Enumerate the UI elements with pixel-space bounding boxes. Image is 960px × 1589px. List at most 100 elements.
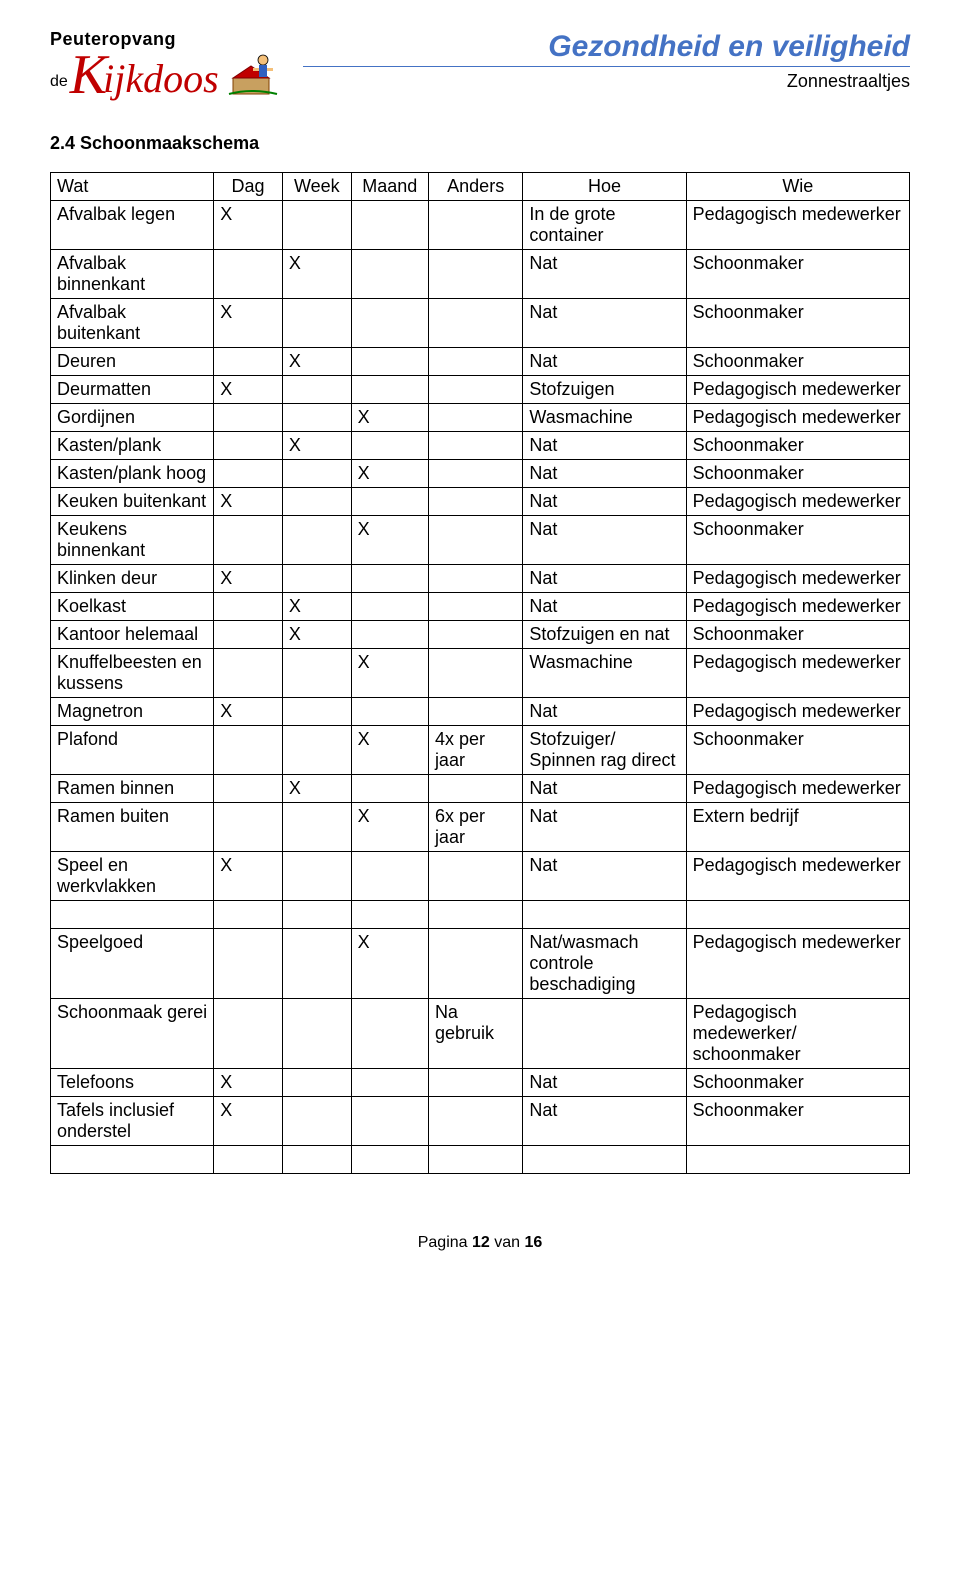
cell-anders xyxy=(428,376,522,404)
cell-wie: Pedagogisch medewerker xyxy=(686,852,909,901)
cell-week xyxy=(282,929,351,999)
cell-wat: Plafond xyxy=(51,726,214,775)
cell-dag xyxy=(214,1146,283,1174)
cell-anders xyxy=(428,488,522,516)
cell-wat xyxy=(51,901,214,929)
cell-anders xyxy=(428,1069,522,1097)
footer-page: 12 xyxy=(472,1234,490,1251)
cell-anders: Na gebruik xyxy=(428,999,522,1069)
cell-week xyxy=(282,726,351,775)
cell-anders xyxy=(428,775,522,803)
footer-middle: van xyxy=(490,1234,525,1251)
cell-wat: Telefoons xyxy=(51,1069,214,1097)
cell-hoe: Nat xyxy=(523,803,686,852)
cell-dag xyxy=(214,250,283,299)
cell-maand xyxy=(351,1097,428,1146)
table-row: Schoonmaak gerei Na gebruik Pedagogisch … xyxy=(51,999,910,1069)
cell-dag xyxy=(214,726,283,775)
cell-anders xyxy=(428,1146,522,1174)
th-maand: Maand xyxy=(351,173,428,201)
cell-week xyxy=(282,201,351,250)
cell-week: X xyxy=(282,432,351,460)
cell-maand xyxy=(351,1069,428,1097)
cell-week xyxy=(282,1069,351,1097)
cell-anders xyxy=(428,593,522,621)
cell-wie: Pedagogisch medewerker xyxy=(686,404,909,432)
table-row: Kasten/plank hoog X NatSchoonmaker xyxy=(51,460,910,488)
cell-maand: X xyxy=(351,649,428,698)
table-row: Afvalbak binnenkant X NatSchoonmaker xyxy=(51,250,910,299)
cell-maand: X xyxy=(351,516,428,565)
cell-dag xyxy=(214,999,283,1069)
table-row: Kasten/plank X NatSchoonmaker xyxy=(51,432,910,460)
cell-wat: Deuren xyxy=(51,348,214,376)
table-row: Speelgoed X Nat/wasmach controle beschad… xyxy=(51,929,910,999)
cell-dag: X xyxy=(214,376,283,404)
cell-anders xyxy=(428,299,522,348)
cell-maand xyxy=(351,201,428,250)
cell-wie: Schoonmaker xyxy=(686,621,909,649)
cell-wie: Pedagogisch medewerker/ schoonmaker xyxy=(686,999,909,1069)
cell-dag: X xyxy=(214,299,283,348)
th-anders: Anders xyxy=(428,173,522,201)
cell-maand: X xyxy=(351,803,428,852)
cell-wat: Ramen buiten xyxy=(51,803,214,852)
cell-maand: X xyxy=(351,929,428,999)
page-footer: Pagina 12 van 16 xyxy=(50,1234,910,1252)
cell-maand xyxy=(351,593,428,621)
table-row: Afvalbak buitenkantX NatSchoonmaker xyxy=(51,299,910,348)
cell-dag xyxy=(214,621,283,649)
th-dag: Dag xyxy=(214,173,283,201)
cell-hoe: Nat xyxy=(523,698,686,726)
cell-maand xyxy=(351,621,428,649)
cell-maand xyxy=(351,488,428,516)
cell-maand: X xyxy=(351,460,428,488)
cell-week xyxy=(282,649,351,698)
cell-hoe: Nat xyxy=(523,593,686,621)
cell-week xyxy=(282,299,351,348)
cell-hoe xyxy=(523,999,686,1069)
table-row: Klinken deurX NatPedagogisch medewerker xyxy=(51,565,910,593)
cell-week xyxy=(282,404,351,432)
page-header: Peuteropvang de K ijkdoos Gezondheid en … xyxy=(50,30,910,98)
cell-dag xyxy=(214,901,283,929)
logo-initial: K xyxy=(70,53,107,98)
footer-total: 16 xyxy=(524,1234,542,1251)
cell-anders: 4x per jaar xyxy=(428,726,522,775)
cell-hoe: Nat xyxy=(523,488,686,516)
cell-dag xyxy=(214,803,283,852)
cell-wie: Schoonmaker xyxy=(686,460,909,488)
table-row: Gordijnen X WasmachinePedagogisch medewe… xyxy=(51,404,910,432)
cell-anders xyxy=(428,901,522,929)
cell-wat: Schoonmaak gerei xyxy=(51,999,214,1069)
cell-week xyxy=(282,698,351,726)
th-hoe: Hoe xyxy=(523,173,686,201)
cell-anders xyxy=(428,649,522,698)
cell-wie: Schoonmaker xyxy=(686,250,909,299)
cell-dag xyxy=(214,404,283,432)
cell-anders xyxy=(428,250,522,299)
cell-maand xyxy=(351,775,428,803)
cell-anders xyxy=(428,201,522,250)
table-row: Keuken buitenkantX NatPedagogisch medewe… xyxy=(51,488,910,516)
table-row: Keukens binnenkant X NatSchoonmaker xyxy=(51,516,910,565)
cell-week: X xyxy=(282,593,351,621)
cell-hoe: Nat xyxy=(523,299,686,348)
cell-wie: Schoonmaker xyxy=(686,299,909,348)
table-row: Afvalbak legenX In de grote containerPed… xyxy=(51,201,910,250)
cell-maand: X xyxy=(351,404,428,432)
cell-wat: Magnetron xyxy=(51,698,214,726)
cell-wie: Pedagogisch medewerker xyxy=(686,698,909,726)
logo-rest: ijkdoos xyxy=(103,63,219,95)
cell-dag: X xyxy=(214,201,283,250)
cell-week xyxy=(282,516,351,565)
cell-wat: Gordijnen xyxy=(51,404,214,432)
logo-line2: de K ijkdoos xyxy=(50,48,283,98)
cell-wat: Tafels inclusief onderstel xyxy=(51,1097,214,1146)
cell-hoe: Nat xyxy=(523,565,686,593)
cell-hoe: Nat xyxy=(523,852,686,901)
cell-hoe: Nat xyxy=(523,1097,686,1146)
cell-hoe: Nat xyxy=(523,348,686,376)
table-row: Speel en werkvlakkenX NatPedagogisch med… xyxy=(51,852,910,901)
cell-maand xyxy=(351,852,428,901)
